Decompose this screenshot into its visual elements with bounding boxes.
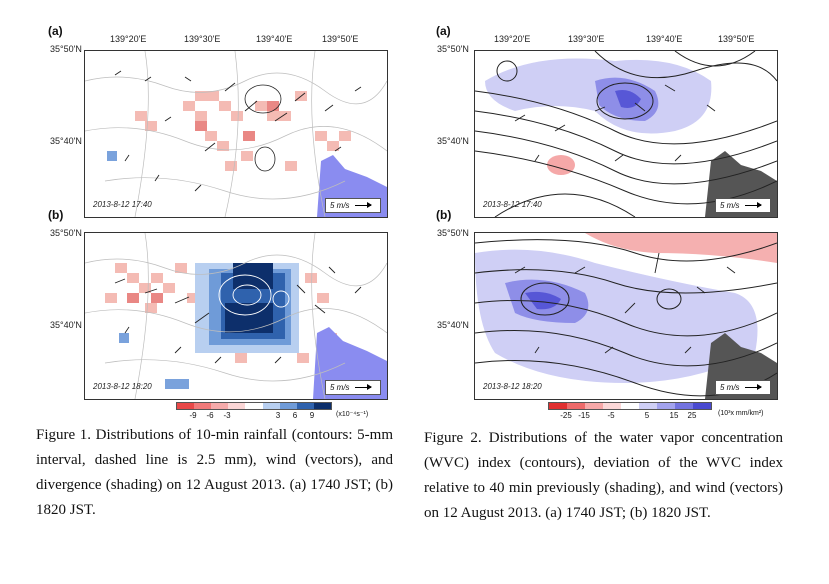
fig2-colorbar-tick: -25 xyxy=(560,411,572,420)
fig1-panel-b-label: (b) xyxy=(48,208,64,222)
fig2-lat-tick: 35°50'N xyxy=(437,228,469,238)
fig1-colorbar-tick: -9 xyxy=(189,411,197,420)
colorbar-swatch xyxy=(675,403,693,409)
fig1-lat-tick: 35°40'N xyxy=(50,136,82,146)
fig1-panel-b-timestamp: 2013-8-12 18:20 xyxy=(93,382,152,391)
fig2-panel-b-label: (b) xyxy=(436,208,452,222)
fig1-caption: Figure 1. Distributions of 10-min rainfa… xyxy=(36,427,393,518)
colorbar-swatch xyxy=(567,403,585,409)
fig1-colorbar-ticks: -9 -6 -3 3 6 9 xyxy=(176,411,330,423)
fig2-panel-b-wind-scale: 5 m/s xyxy=(715,380,771,395)
fig2-panel-b-timestamp: 2013-8-12 18:20 xyxy=(483,382,542,391)
arrow-icon xyxy=(354,202,372,208)
fig2-colorbar-tick: -15 xyxy=(578,411,590,420)
wind-scale-label: 5 m/s xyxy=(720,201,740,210)
fig1-colorbar-tick: -3 xyxy=(223,411,231,420)
fig1-panel-a-label: (a) xyxy=(48,24,63,38)
colorbar-swatch xyxy=(549,403,567,409)
colorbar-swatch xyxy=(657,403,675,409)
fig1-panel-b-wind-scale: 5 m/s xyxy=(325,380,381,395)
fig2-lat-tick: 35°40'N xyxy=(437,320,469,330)
colorbar-swatch xyxy=(177,403,195,409)
fig2-panel-a-wind-scale: 5 m/s xyxy=(715,198,771,213)
fig2-lon-tick: 139°30'E xyxy=(568,34,605,44)
fig1-lat-tick: 35°50'N xyxy=(50,44,82,54)
fig2-colorbar-tick: 15 xyxy=(669,411,679,420)
arrow-icon xyxy=(744,202,762,208)
fig2-map-b-graphic xyxy=(475,233,777,399)
fig2-colorbar-unit: (10³x mm/km²) xyxy=(718,410,764,417)
colorbar-swatch xyxy=(621,403,639,409)
fig1-colorbar-tick: -6 xyxy=(206,411,214,420)
fig1-lon-tick: 139°50'E xyxy=(322,34,359,44)
wind-scale-label: 5 m/s xyxy=(330,201,350,210)
colorbar-swatch xyxy=(639,403,657,409)
fig2-lon-tick: 139°40'E xyxy=(646,34,683,44)
fig1-lat-tick: 35°50'N xyxy=(50,228,82,238)
fig2-colorbar-tick: 25 xyxy=(687,411,697,420)
colorbar-swatch xyxy=(245,403,263,409)
fig2-map-panel-b: 2013-8-12 18:20 5 m/s xyxy=(474,232,778,400)
fig2-colorbar-tick: 5 xyxy=(644,411,650,420)
colorbar-swatch xyxy=(296,403,314,409)
fig2-lat-tick: 35°50'N xyxy=(437,44,469,54)
fig1-panel-a-timestamp: 2013-8-12 17:40 xyxy=(93,200,152,209)
fig1-lon-tick: 139°20'E xyxy=(110,34,147,44)
arrow-icon xyxy=(744,384,762,390)
wind-scale-label: 5 m/s xyxy=(720,383,740,392)
colorbar-swatch xyxy=(262,403,280,409)
fig1-map-b-graphic xyxy=(85,233,387,399)
colorbar-swatch xyxy=(211,403,229,409)
fig1-colorbar-tick: 6 xyxy=(292,411,298,420)
arrow-icon xyxy=(354,384,372,390)
fig2-panel-a-label: (a) xyxy=(436,24,451,38)
fig1-colorbar xyxy=(176,402,332,410)
fig1-colorbar-tick: 3 xyxy=(275,411,281,420)
colorbar-swatch xyxy=(313,403,331,409)
colorbar-swatch xyxy=(603,403,621,409)
fig1-lon-tick: 139°30'E xyxy=(184,34,221,44)
colorbar-swatch xyxy=(228,403,246,409)
fig2-lon-tick: 139°20'E xyxy=(494,34,531,44)
fig1-panel-a-wind-scale: 5 m/s xyxy=(325,198,381,213)
fig1-map-panel-a: 2013-8-12 17:40 5 m/s xyxy=(84,50,388,218)
fig2-colorbar xyxy=(548,402,712,410)
fig1-colorbar-unit: (x10⁻⁴s⁻¹) xyxy=(336,411,369,418)
fig1-lon-tick: 139°40'E xyxy=(256,34,293,44)
fig2-caption: Figure 2. Distributions of the water vap… xyxy=(424,430,783,521)
fig2-lat-tick: 35°40'N xyxy=(437,136,469,146)
fig2-colorbar-ticks: -25 -15 -5 5 15 25 xyxy=(548,411,710,423)
fig2-map-a-graphic xyxy=(475,51,777,217)
fig1-map-panel-b: 2013-8-12 18:20 5 m/s xyxy=(84,232,388,400)
colorbar-swatch xyxy=(194,403,212,409)
fig2-map-panel-a: 2013-8-12 17:40 5 m/s xyxy=(474,50,778,218)
fig2-panel-a-timestamp: 2013-8-12 17:40 xyxy=(483,200,542,209)
fig1-map-a-graphic xyxy=(85,51,387,217)
colorbar-swatch xyxy=(693,403,711,409)
fig2-colorbar-tick: -5 xyxy=(607,411,615,420)
colorbar-swatch xyxy=(279,403,297,409)
fig1-colorbar-tick: 9 xyxy=(309,411,315,420)
fig2-lon-tick: 139°50'E xyxy=(718,34,755,44)
colorbar-swatch xyxy=(585,403,603,409)
wind-scale-label: 5 m/s xyxy=(330,383,350,392)
fig1-lat-tick: 35°40'N xyxy=(50,320,82,330)
